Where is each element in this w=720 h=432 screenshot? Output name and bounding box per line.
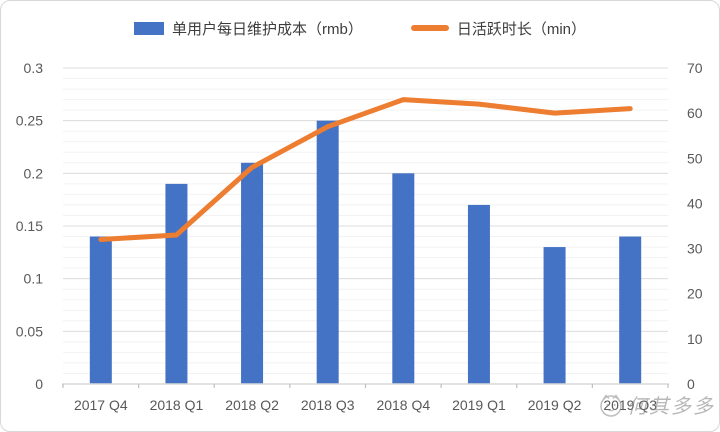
bar [619, 236, 642, 384]
legend-label-duration: 日活跃时长（min） [456, 20, 586, 38]
right-axis-tick-label: 60 [687, 105, 703, 121]
x-axis-category-label: 2017 Q4 [74, 397, 128, 413]
trend-line [98, 97, 633, 242]
chart-legend: 单用户每日维护成本（rmb） 日活跃时长（min） [1, 16, 719, 40]
left-axis-tick-label: 0.15 [16, 218, 43, 234]
x-axis-category-label: 2018 Q2 [225, 397, 279, 413]
bar [543, 247, 566, 384]
right-axis-tick-label: 10 [687, 331, 703, 347]
right-axis-tick-label: 30 [687, 241, 703, 257]
x-axis-category-label: 2019 Q2 [528, 397, 582, 413]
bar [316, 120, 339, 385]
bar [165, 183, 188, 384]
bar [89, 236, 112, 384]
left-axis-tick-label: 0 [35, 376, 43, 392]
x-axis-category-label: 2019 Q3 [603, 397, 657, 413]
line-series-swatch-icon [410, 25, 449, 31]
left-axis-tick-label: 0.05 [16, 323, 43, 339]
right-axis-tick-label: 20 [687, 286, 703, 302]
x-axis-category-label: 2019 Q1 [452, 397, 506, 413]
right-axis-tick-label: 40 [687, 195, 703, 211]
legend-item-cost: 单用户每日维护成本（rmb） [133, 18, 363, 39]
bar [392, 173, 415, 384]
x-axis-category-label: 2018 Q3 [301, 397, 355, 413]
legend-item-duration: 日活跃时长（min） [410, 18, 586, 39]
left-axis-tick-label: 0.25 [16, 113, 43, 129]
bar [241, 162, 264, 384]
legend-label-cost: 单用户每日维护成本（rmb） [171, 20, 363, 38]
x-axis-category-label: 2018 Q4 [376, 397, 430, 413]
right-axis-tick-label: 70 [687, 60, 703, 76]
bar [467, 204, 490, 384]
x-axis-category-label: 2018 Q1 [150, 397, 204, 413]
right-axis-tick-label: 50 [687, 150, 703, 166]
left-axis-tick-label: 0.3 [24, 60, 44, 76]
bar-series-swatch-icon [133, 21, 164, 35]
right-axis-tick-label: 0 [687, 376, 695, 392]
left-axis-tick-label: 0.2 [24, 165, 44, 181]
left-axis-tick-label: 0.1 [24, 271, 44, 287]
